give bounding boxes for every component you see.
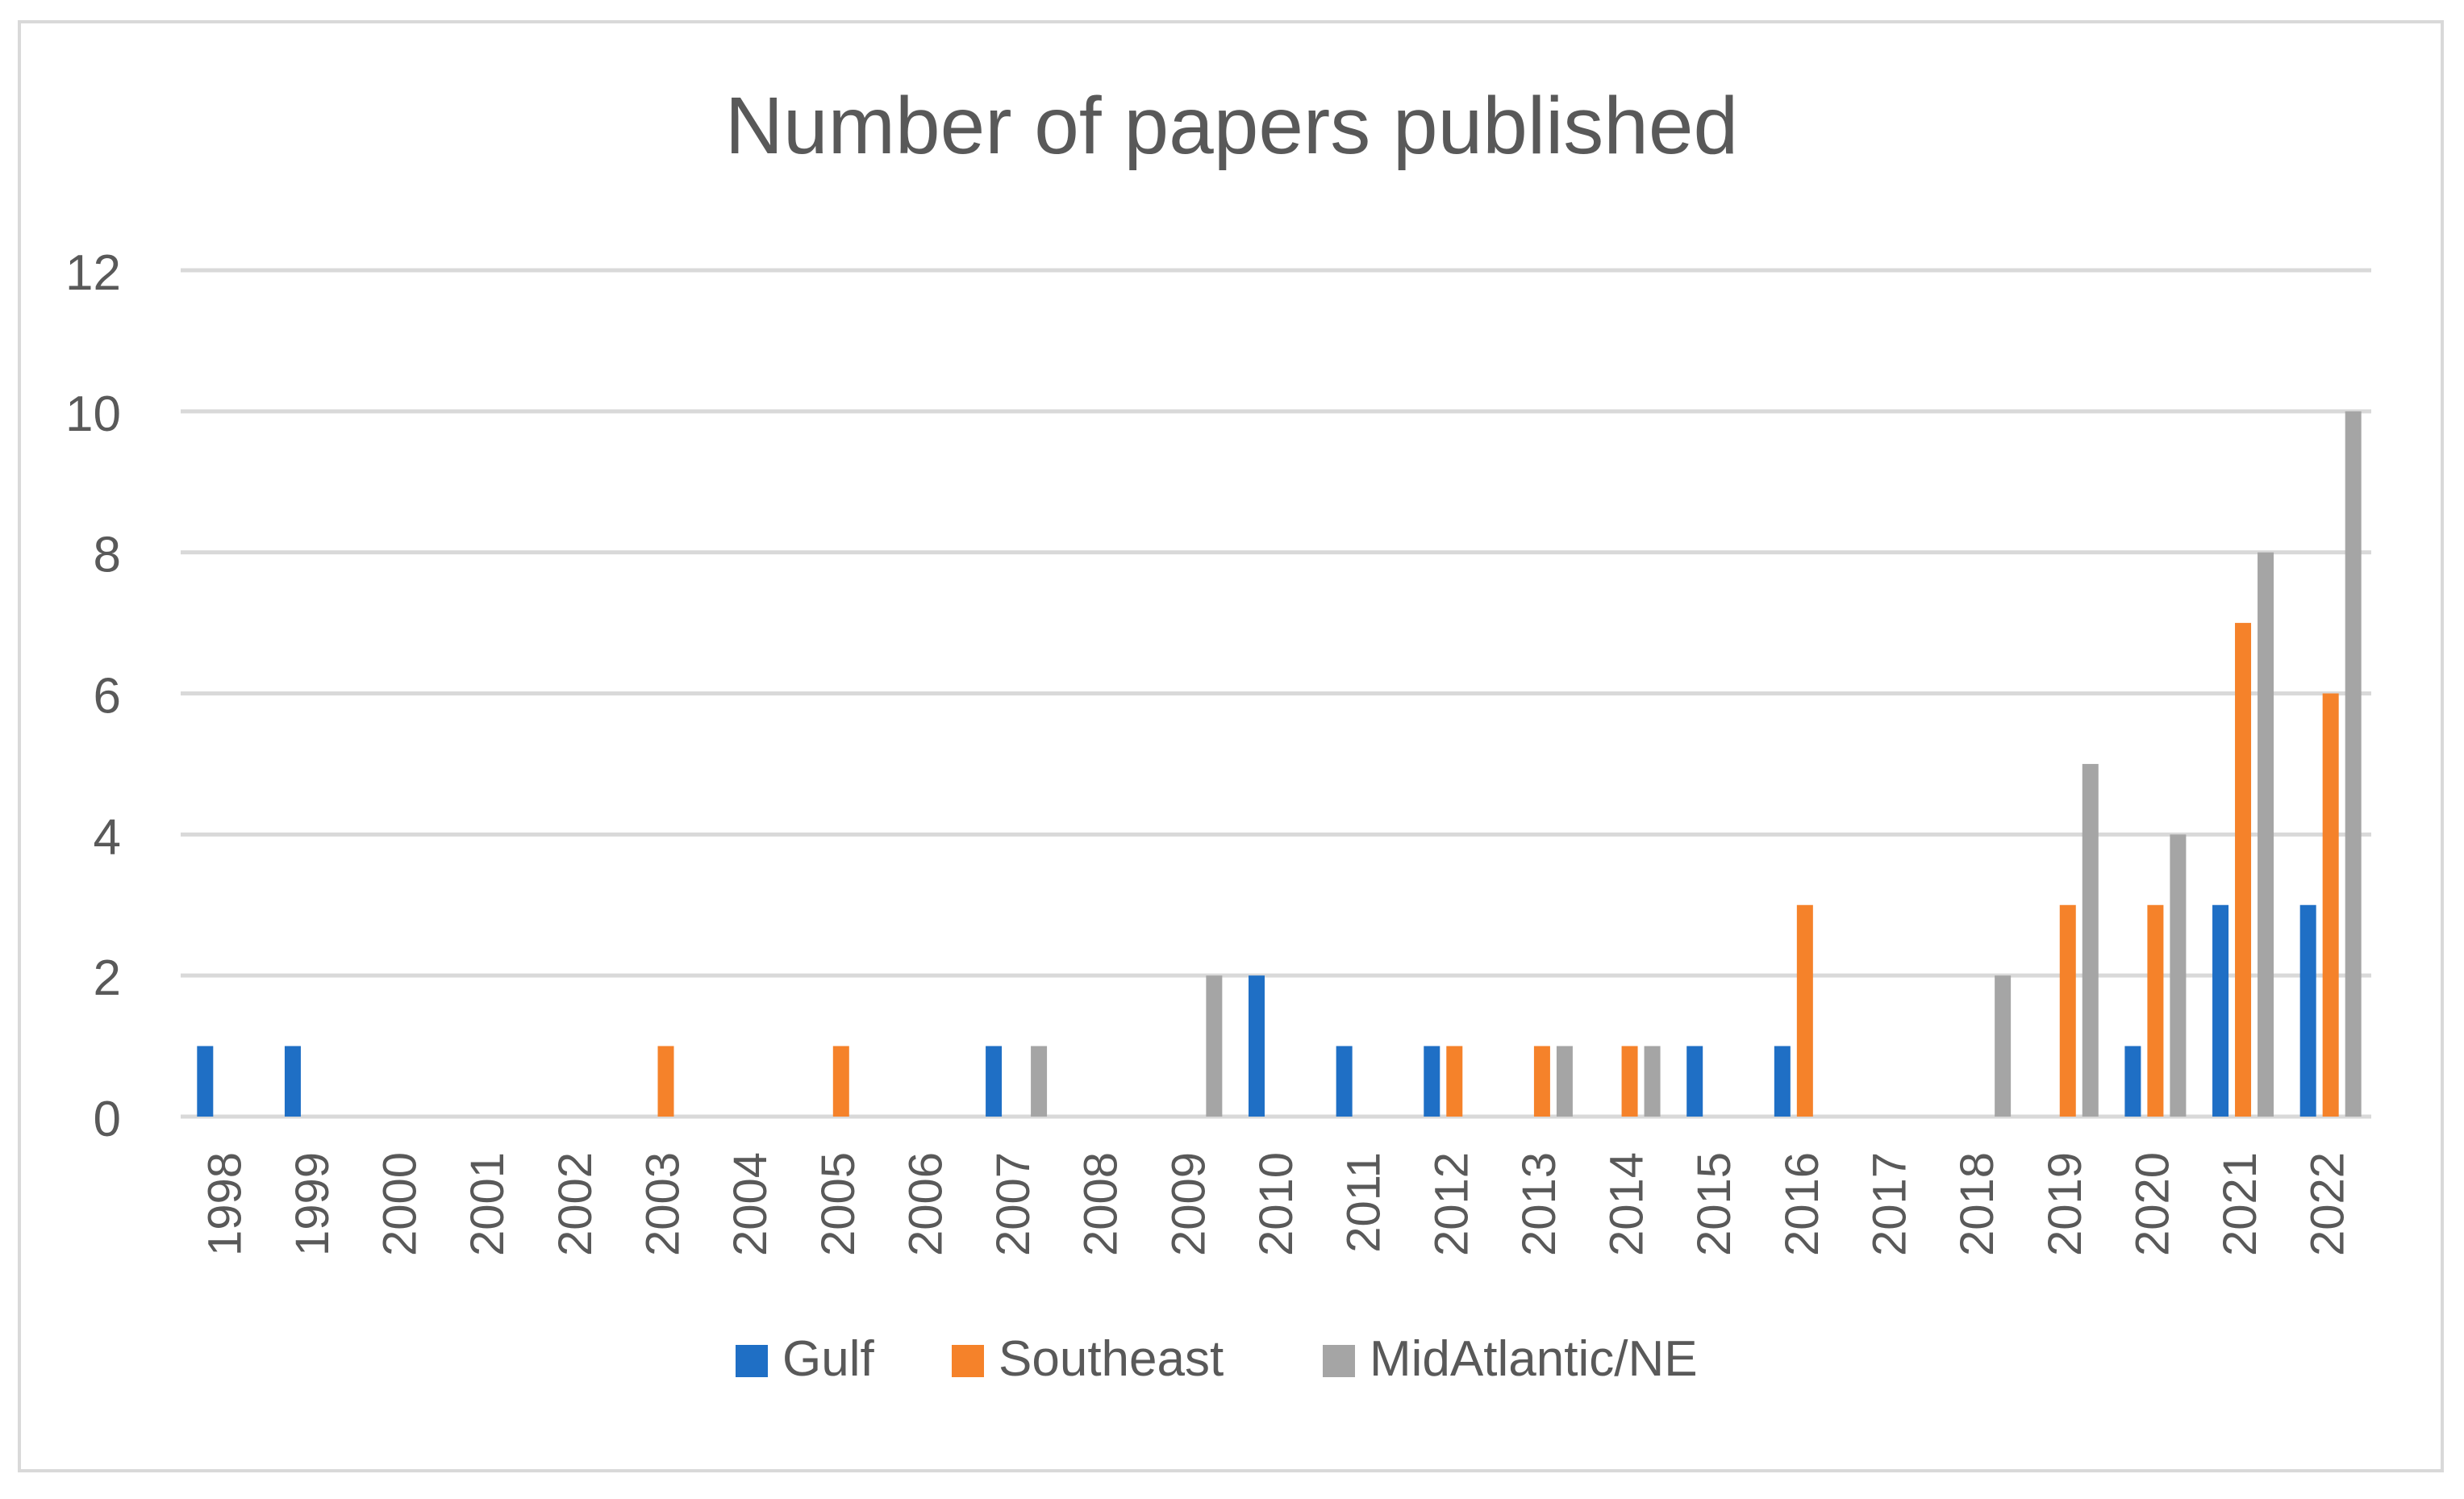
bar-midatlantic-ne-2021 — [2258, 552, 2274, 1117]
y-tick-label: 10 — [65, 386, 121, 442]
x-tick-label: 2010 — [1250, 1152, 1303, 1256]
x-tick-label: 2014 — [1601, 1152, 1653, 1256]
bar-gulf-1999 — [284, 1046, 301, 1117]
x-tick-label: 2018 — [1951, 1152, 2003, 1256]
y-tick-label: 0 — [94, 1092, 121, 1147]
x-tick-label: 2017 — [1863, 1152, 1916, 1256]
x-tick-label: 1998 — [198, 1152, 251, 1256]
y-tick-label: 4 — [94, 809, 121, 865]
x-tick-label: 2013 — [1513, 1152, 1566, 1256]
bar-gulf-2022 — [2299, 904, 2316, 1117]
x-tick-label: 2011 — [1338, 1152, 1390, 1253]
x-tick-label: 2003 — [637, 1152, 690, 1256]
bar-midatlantic-ne-2009 — [1206, 975, 1223, 1117]
x-tick-label: 2005 — [812, 1152, 865, 1256]
x-tick-label: 2022 — [2302, 1152, 2354, 1256]
bar-midatlantic-ne-2013 — [1556, 1046, 1573, 1117]
bars — [197, 411, 2362, 1117]
x-tick-label: 2007 — [987, 1152, 1040, 1256]
bar-midatlantic-ne-2018 — [1995, 975, 2012, 1117]
x-tick-label: 2012 — [1425, 1152, 1478, 1256]
y-tick-label: 2 — [94, 950, 121, 1006]
gridlines — [181, 268, 2371, 1119]
legend-swatch — [1323, 1345, 1355, 1377]
legend: Gulf Southeast MidAtlantic/NE — [736, 1331, 1698, 1387]
x-tick-label: 2008 — [1075, 1152, 1128, 1256]
x-tick-label: 2006 — [899, 1152, 952, 1256]
bar-midatlantic-ne-2020 — [2170, 834, 2187, 1117]
bar-gulf-2020 — [2124, 1046, 2141, 1117]
x-tick-label: 1999 — [286, 1152, 339, 1256]
x-tick-label: 2002 — [549, 1152, 602, 1256]
bar-midatlantic-ne-2019 — [2082, 763, 2099, 1117]
legend-label: Southeast — [999, 1331, 1224, 1387]
y-tick-label: 8 — [94, 528, 121, 583]
bar-gulf-2007 — [986, 1046, 1003, 1117]
x-tick-label: 2009 — [1162, 1152, 1215, 1256]
bar-southeast-2012 — [1446, 1046, 1463, 1117]
x-tick-label: 2020 — [2126, 1152, 2178, 1256]
x-tick-label: 2001 — [461, 1152, 514, 1256]
bar-southeast-2022 — [2322, 693, 2339, 1117]
x-tick-label: 2019 — [2039, 1152, 2091, 1256]
bar-gulf-2011 — [1336, 1046, 1353, 1117]
x-tick-label: 2000 — [374, 1152, 427, 1256]
chart-frame — [18, 20, 2444, 1472]
legend-label: Gulf — [782, 1331, 874, 1387]
bar-midatlantic-ne-2014 — [1644, 1046, 1661, 1117]
legend-swatch — [736, 1345, 768, 1377]
y-axis-ticks: 0 2 4 6 8 10 12 — [65, 245, 121, 1147]
bar-gulf-2010 — [1249, 975, 1265, 1117]
bar-southeast-2021 — [2235, 623, 2252, 1117]
x-tick-label: 2015 — [1688, 1152, 1741, 1256]
bar-southeast-2013 — [1533, 1046, 1550, 1117]
x-axis-ticks: 1998 1999 2000 2001 2002 2003 2004 2005 2006 2007… — [198, 1152, 2354, 1256]
x-tick-label: 2016 — [1776, 1152, 1828, 1256]
bar-midatlantic-ne-2022 — [2345, 411, 2362, 1117]
legend-swatch — [952, 1345, 984, 1377]
y-tick-label: 12 — [65, 245, 121, 301]
bar-southeast-2005 — [832, 1046, 849, 1117]
x-tick-label: 2021 — [2214, 1152, 2266, 1256]
y-tick-label: 6 — [94, 669, 121, 724]
bar-gulf-2021 — [2212, 904, 2229, 1117]
bar-gulf-1998 — [197, 1046, 214, 1117]
bar-gulf-2012 — [1424, 1046, 1440, 1117]
legend-label: MidAtlantic/NE — [1370, 1331, 1698, 1387]
bar-southeast-2020 — [2147, 904, 2164, 1117]
bar-southeast-2003 — [657, 1046, 674, 1117]
bar-midatlantic-ne-2007 — [1031, 1046, 1048, 1117]
bar-southeast-2014 — [1621, 1046, 1638, 1117]
x-tick-label: 2004 — [724, 1152, 777, 1256]
chart-title: Number of papers published — [725, 81, 1738, 171]
bar-southeast-2016 — [1796, 904, 1813, 1117]
bar-gulf-2015 — [1686, 1046, 1703, 1117]
bar-southeast-2019 — [2059, 904, 2076, 1117]
bar-gulf-2016 — [1774, 1046, 1791, 1117]
